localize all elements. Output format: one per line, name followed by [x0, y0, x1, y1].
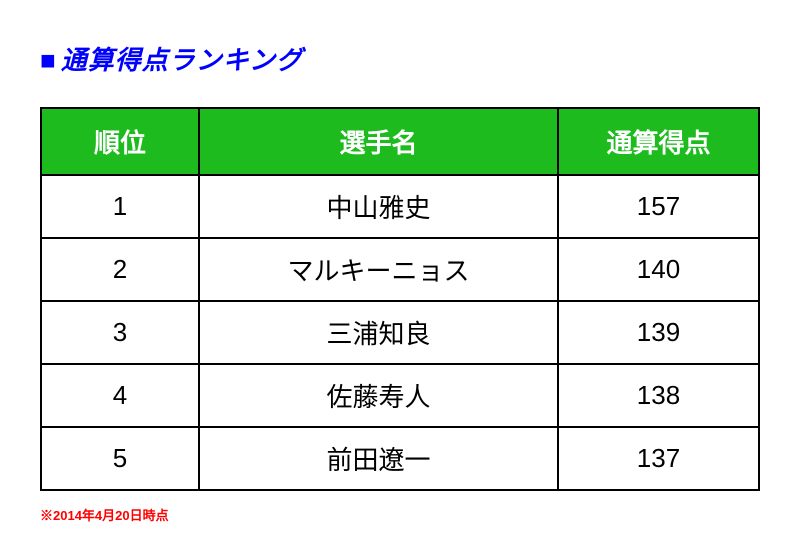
cell-points: 138	[558, 364, 759, 427]
table-header-row: 順位 選手名 通算得点	[41, 108, 759, 175]
cell-name: マルキーニョス	[199, 238, 558, 301]
col-header-points: 通算得点	[558, 108, 759, 175]
cell-rank: 2	[41, 238, 199, 301]
cell-name: 三浦知良	[199, 301, 558, 364]
table-row: 1 中山雅史 157	[41, 175, 759, 238]
cell-rank: 3	[41, 301, 199, 364]
page-heading: ■通算得点ランキング	[40, 40, 760, 77]
table-row: 3 三浦知良 139	[41, 301, 759, 364]
cell-rank: 5	[41, 427, 199, 490]
table-row: 4 佐藤寿人 138	[41, 364, 759, 427]
cell-name: 佐藤寿人	[199, 364, 558, 427]
table-row: 5 前田遼一 137	[41, 427, 759, 490]
cell-points: 140	[558, 238, 759, 301]
ranking-table: 順位 選手名 通算得点 1 中山雅史 157 2 マルキーニョス 140 3 三…	[40, 107, 760, 491]
col-header-name: 選手名	[199, 108, 558, 175]
cell-points: 157	[558, 175, 759, 238]
cell-name: 前田遼一	[199, 427, 558, 490]
col-header-rank: 順位	[41, 108, 199, 175]
cell-points: 139	[558, 301, 759, 364]
cell-rank: 1	[41, 175, 199, 238]
footnote: ※2014年4月20日時点	[40, 505, 760, 524]
table-row: 2 マルキーニョス 140	[41, 238, 759, 301]
cell-rank: 4	[41, 364, 199, 427]
cell-name: 中山雅史	[199, 175, 558, 238]
heading-bullet: ■	[40, 45, 57, 75]
cell-points: 137	[558, 427, 759, 490]
heading-text: 通算得点ランキング	[61, 45, 303, 75]
